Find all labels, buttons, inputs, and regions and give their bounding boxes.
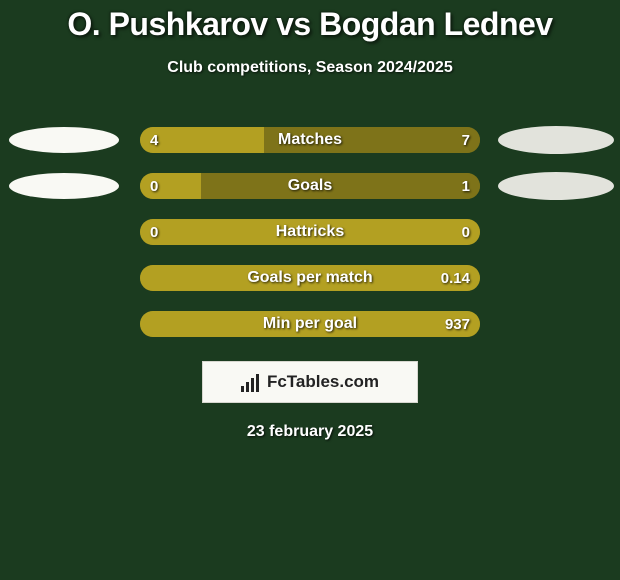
bar-segment-left: [140, 127, 264, 153]
snapshot-date: 23 february 2025: [0, 423, 620, 441]
bar-segment-left: [140, 265, 480, 291]
stat-bar: Goals per match0.14: [140, 265, 480, 291]
stat-bar: Min per goal937: [140, 311, 480, 337]
stat-bar: Hattricks00: [140, 219, 480, 245]
stat-row: Goals per match0.14: [0, 255, 620, 301]
player-avatar-right: [498, 172, 614, 200]
stat-row: Hattricks00: [0, 209, 620, 255]
bar-segment-left: [140, 173, 201, 199]
avatar-slot-left: [4, 127, 124, 153]
stat-rows: Matches47 Goals01 Hattricks00 Goals per mat…: [0, 117, 620, 347]
player-avatar-right: [498, 126, 614, 154]
bar-segment-right: [264, 127, 480, 153]
avatar-slot-right: [496, 172, 616, 200]
avatar-slot-left: [4, 173, 124, 199]
bars-icon: [241, 372, 263, 392]
stat-bar: Goals01: [140, 173, 480, 199]
player-avatar-left: [9, 127, 119, 153]
stat-row: Matches47: [0, 117, 620, 163]
stat-bar: Matches47: [140, 127, 480, 153]
badge-text: FcTables.com: [267, 372, 379, 392]
subtitle: Club competitions, Season 2024/2025: [0, 59, 620, 77]
stat-row: Goals01: [0, 163, 620, 209]
comparison-card: O. Pushkarov vs Bogdan Lednev Club compe…: [0, 0, 620, 441]
stat-row: Min per goal937: [0, 301, 620, 347]
fctables-badge[interactable]: FcTables.com: [202, 361, 418, 403]
bar-segment-right: [201, 173, 480, 199]
bar-segment-left: [140, 311, 480, 337]
page-title: O. Pushkarov vs Bogdan Lednev: [0, 6, 620, 43]
avatar-slot-right: [496, 126, 616, 154]
player-avatar-left: [9, 173, 119, 199]
bar-segment-left: [140, 219, 480, 245]
